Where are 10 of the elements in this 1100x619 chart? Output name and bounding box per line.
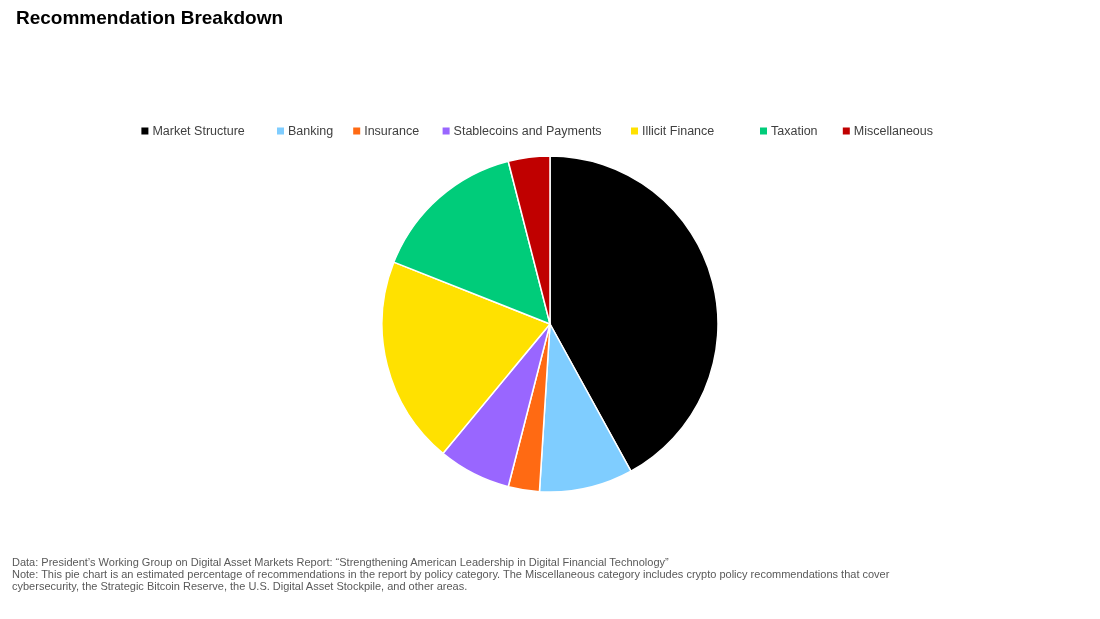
legend-label: Stablecoins and Payments	[453, 124, 602, 138]
legend-label: Banking	[288, 124, 334, 138]
text: Note: This pie chart is an estimated percentage of recommendations in the report by policy category. The Miscellaneous category includes crypto policy recommendations that cover cybersecurity, the Strategic Bitcoin Reserve, the U.S. Digital Asset Stockpile, and other areas.	[12, 568, 890, 592]
chart-title: Recommendation Breakdown	[16, 7, 284, 28]
legend-label: Illicit Finance	[642, 124, 715, 138]
legend-label: Miscellaneous	[853, 124, 934, 138]
legend-label: Insurance	[364, 124, 420, 138]
text: Data: President’s Working Group on Digital Asset Markets Report: “Strengthening American Leadership in Digital Financial Technology”	[12, 556, 670, 568]
legend-label: Taxation	[771, 124, 818, 138]
legend-label: Market Structure	[152, 124, 245, 138]
